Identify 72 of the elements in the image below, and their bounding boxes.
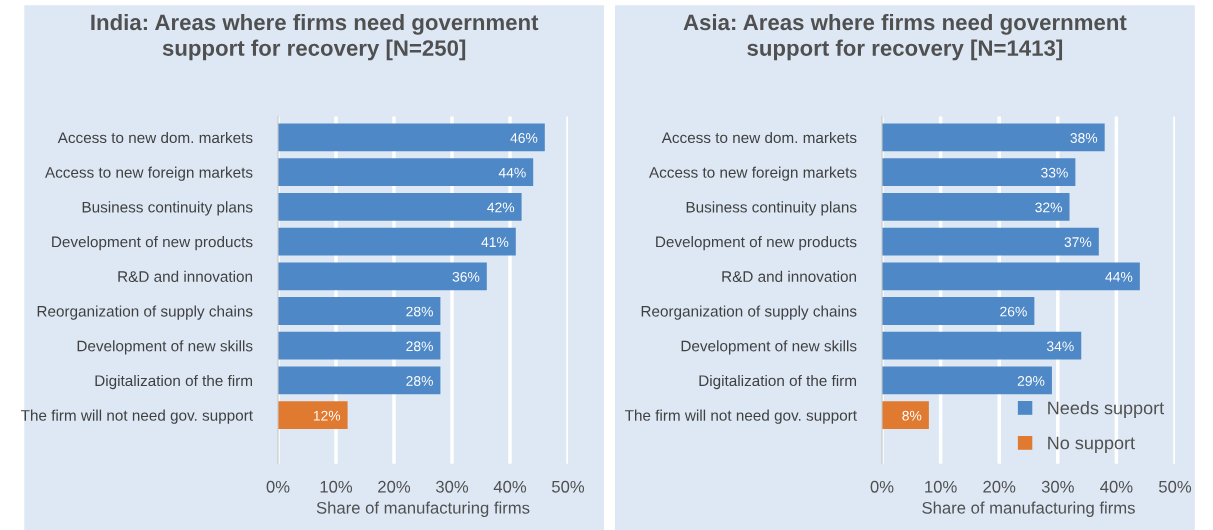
data-label: 38% (1070, 133, 1098, 143)
bar (882, 401, 929, 430)
bar (278, 192, 522, 221)
data-label: 33% (1041, 167, 1068, 178)
y-tick-label: Reorganization of supply chains (37, 305, 253, 320)
legend-label: Needs support (1048, 401, 1165, 418)
bar (882, 192, 1070, 221)
data-label: 37% (1064, 237, 1092, 248)
x-tick-label: 50% (1158, 480, 1192, 493)
data-label: 29% (1017, 376, 1045, 386)
bar (278, 262, 487, 291)
data-label: 32% (1035, 202, 1062, 213)
x-tick-label: 0% (870, 480, 894, 493)
data-label: 28% (406, 341, 433, 352)
y-tick-label: Development of new skills (681, 340, 857, 355)
y-tick-label: Reorganization of supply chains (641, 305, 857, 320)
x-axis-title: Share of manufacturing firms (922, 501, 1135, 518)
chart-title: Asia: Areas where firms need government support for recovery [N=1413] (683, 13, 1127, 61)
x-tick-label: 30% (435, 480, 469, 493)
x-axis-title: Share of manufacturing firms (316, 501, 530, 518)
y-tick-label: Development of new products (52, 236, 253, 251)
y-tick-label: Business continuity plans (686, 201, 857, 216)
x-tick-label: 0% (266, 480, 290, 493)
y-tick-label: Digitalization of the firm (699, 374, 856, 390)
bar (882, 297, 1035, 325)
y-tick-label: R&D and innovation (722, 270, 857, 282)
data-label: 44% (498, 167, 526, 178)
x-tick-label: 10% (925, 480, 957, 493)
data-label: 28% (406, 306, 433, 317)
y-tick-label: Access to new dom. markets (57, 131, 253, 144)
y-tick-label: The firm will not need gov. support (20, 409, 253, 424)
bar (278, 331, 441, 360)
data-label: 46% (510, 133, 538, 143)
y-tick-label: The firm will not need gov. support (624, 409, 857, 424)
legend-label: No support (1048, 436, 1135, 453)
bar (882, 366, 1052, 395)
x-tick-label: 50% (551, 480, 585, 493)
x-tick-label: 10% (320, 480, 353, 493)
x-tick-label: 40% (493, 480, 527, 493)
bar (278, 297, 441, 325)
data-label: 36% (452, 271, 480, 282)
bar (278, 227, 516, 256)
y-tick-label: Development of new skills (77, 340, 253, 355)
x-tick-label: 40% (1100, 480, 1133, 493)
bar (882, 123, 1105, 152)
bar (882, 158, 1076, 187)
x-tick-label: 20% (983, 480, 1016, 493)
y-tick-label: Access to new foreign markets (45, 166, 253, 181)
bar (278, 401, 348, 430)
data-label: 34% (1046, 341, 1074, 352)
x-tick-label: 30% (1041, 480, 1074, 493)
data-label: 8% (902, 410, 922, 421)
x-tick-label: 20% (378, 480, 411, 493)
bar (278, 366, 441, 395)
y-tick-label: Business continuity plans (82, 201, 253, 216)
y-tick-label: Access to new foreign markets (649, 166, 857, 181)
bar (278, 158, 534, 187)
y-tick-label: Development of new products (656, 236, 857, 251)
y-tick-label: R&D and innovation (118, 270, 253, 282)
bar (882, 331, 1082, 360)
data-label: 12% (313, 410, 341, 421)
data-label: 28% (406, 376, 433, 386)
bar (882, 227, 1099, 256)
bar (278, 123, 545, 152)
chart-title: India: Areas where firms need government support for recovery [N=250] (91, 13, 539, 61)
y-tick-label: Access to new dom. markets (661, 131, 857, 144)
data-label: 44% (1105, 271, 1133, 282)
data-label: 42% (487, 202, 515, 213)
data-label: 41% (481, 237, 509, 247)
data-label: 26% (1000, 306, 1027, 317)
y-tick-label: Digitalization of the firm (95, 374, 252, 390)
bar (882, 262, 1140, 291)
